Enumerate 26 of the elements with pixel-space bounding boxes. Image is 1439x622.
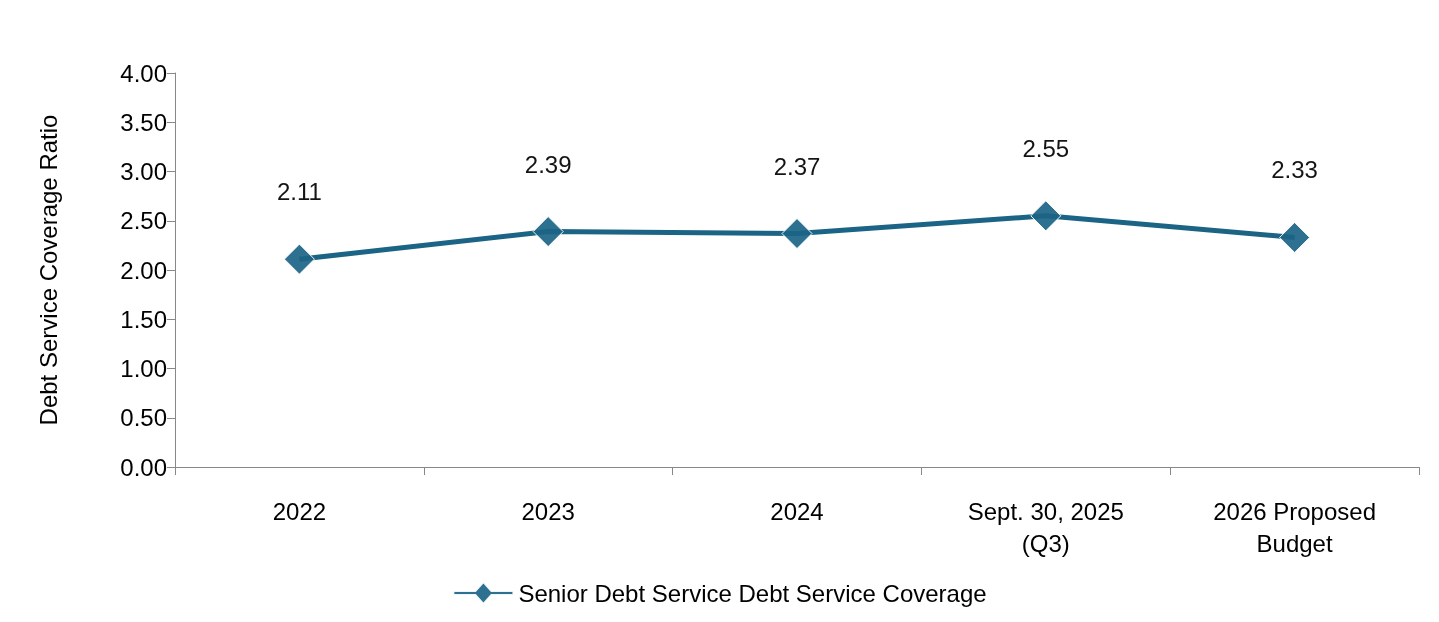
y-axis-title: Debt Service Coverage Ratio xyxy=(34,114,62,426)
y-tick-label: 1.50 xyxy=(120,305,167,333)
data-label: 2.33 xyxy=(1271,156,1318,184)
y-tick-label: 1.00 xyxy=(120,355,167,382)
point xyxy=(1030,200,1062,232)
point xyxy=(1279,221,1311,253)
x-tick-label: Sept. 30, 2025 (Q3) xyxy=(967,497,1124,557)
y-tick-label: 3.50 xyxy=(120,108,167,136)
x-tick-label: 2024 xyxy=(770,497,824,525)
y-tick-label: 0.50 xyxy=(120,404,167,432)
y-tick-label: 4.00 xyxy=(120,59,167,87)
y-tick-label: 0.00 xyxy=(120,453,167,481)
point xyxy=(532,216,564,248)
data-label: 2.39 xyxy=(524,150,572,178)
legend-label: Senior Debt Service Debt Service Coverage xyxy=(518,579,987,607)
x-tick-label: 2022 xyxy=(272,497,327,525)
y-tick-label: 2.00 xyxy=(120,256,167,284)
x-tick-label: 2026 Proposed Budget xyxy=(1213,497,1376,557)
point xyxy=(283,243,315,275)
y-tick-label: 2.50 xyxy=(120,207,167,235)
point xyxy=(781,218,813,250)
data-label: 2.55 xyxy=(1022,134,1070,162)
y-tick-label: 3.00 xyxy=(120,158,167,185)
data-label: 2.11 xyxy=(276,178,322,206)
x-tick-label: 2023 xyxy=(521,497,575,525)
data-label: 2.37 xyxy=(773,152,821,180)
